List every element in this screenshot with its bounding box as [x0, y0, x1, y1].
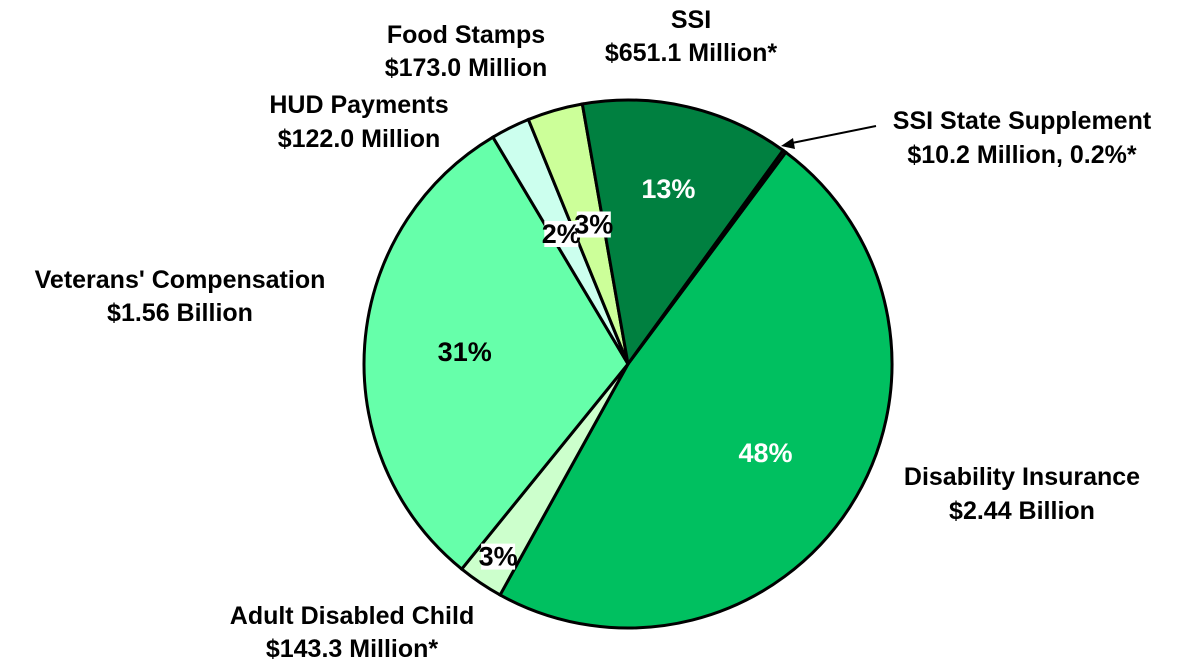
label-food-stamps-amount: $173.0 Million	[385, 54, 548, 82]
slice-veterans-compensation	[362, 135, 630, 572]
percent-label-bg	[481, 543, 516, 570]
label-hud-payments-name: HUD Payments	[269, 91, 448, 119]
ssi-state-supplement-leader	[781, 125, 877, 149]
percent-label-bg	[544, 221, 579, 247]
label-ssi-state-supplement-amount: $10.2 Million, 0.2%*	[907, 141, 1137, 169]
leader-line	[786, 125, 877, 145]
slice-ssi	[580, 98, 786, 368]
percent-label: 2%	[542, 219, 581, 249]
percent-label: 3%	[574, 210, 613, 240]
label-ssi-amount: $651.1 Million*	[605, 39, 778, 67]
leader-arrowhead	[781, 138, 795, 149]
percent-label: 48%	[738, 438, 792, 468]
percent-label: 3%	[479, 542, 518, 572]
category-labels: SSI $651.1 Million* Food Stamps $173.0 M…	[35, 6, 1152, 663]
label-hud-payments-amount: $122.0 Million	[278, 125, 441, 153]
label-disability-insurance-name: Disability Insurance	[904, 463, 1140, 491]
label-ssi-state-supplement-name: SSI State Supplement	[893, 107, 1152, 135]
label-veterans-compensation-name: Veterans' Compensation	[35, 266, 326, 294]
slice-ssi-state-supplement	[626, 148, 788, 365]
label-food-stamps-name: Food Stamps	[387, 21, 545, 49]
percent-labels: 48%3%31%2%3%13%	[438, 174, 793, 571]
slice-disability-insurance	[498, 150, 894, 630]
label-adult-disabled-child-name: Adult Disabled Child	[230, 602, 474, 630]
pie-slices	[362, 98, 894, 630]
label-adult-disabled-child-amount: $143.3 Million*	[266, 635, 439, 663]
label-disability-insurance-amount: $2.44 Billion	[949, 497, 1095, 525]
percent-label: 31%	[438, 337, 492, 367]
percent-label: 13%	[641, 174, 695, 204]
percent-label-bg	[576, 211, 611, 238]
label-ssi-name: SSI	[671, 6, 711, 34]
label-veterans-compensation-amount: $1.56 Billion	[107, 299, 253, 327]
